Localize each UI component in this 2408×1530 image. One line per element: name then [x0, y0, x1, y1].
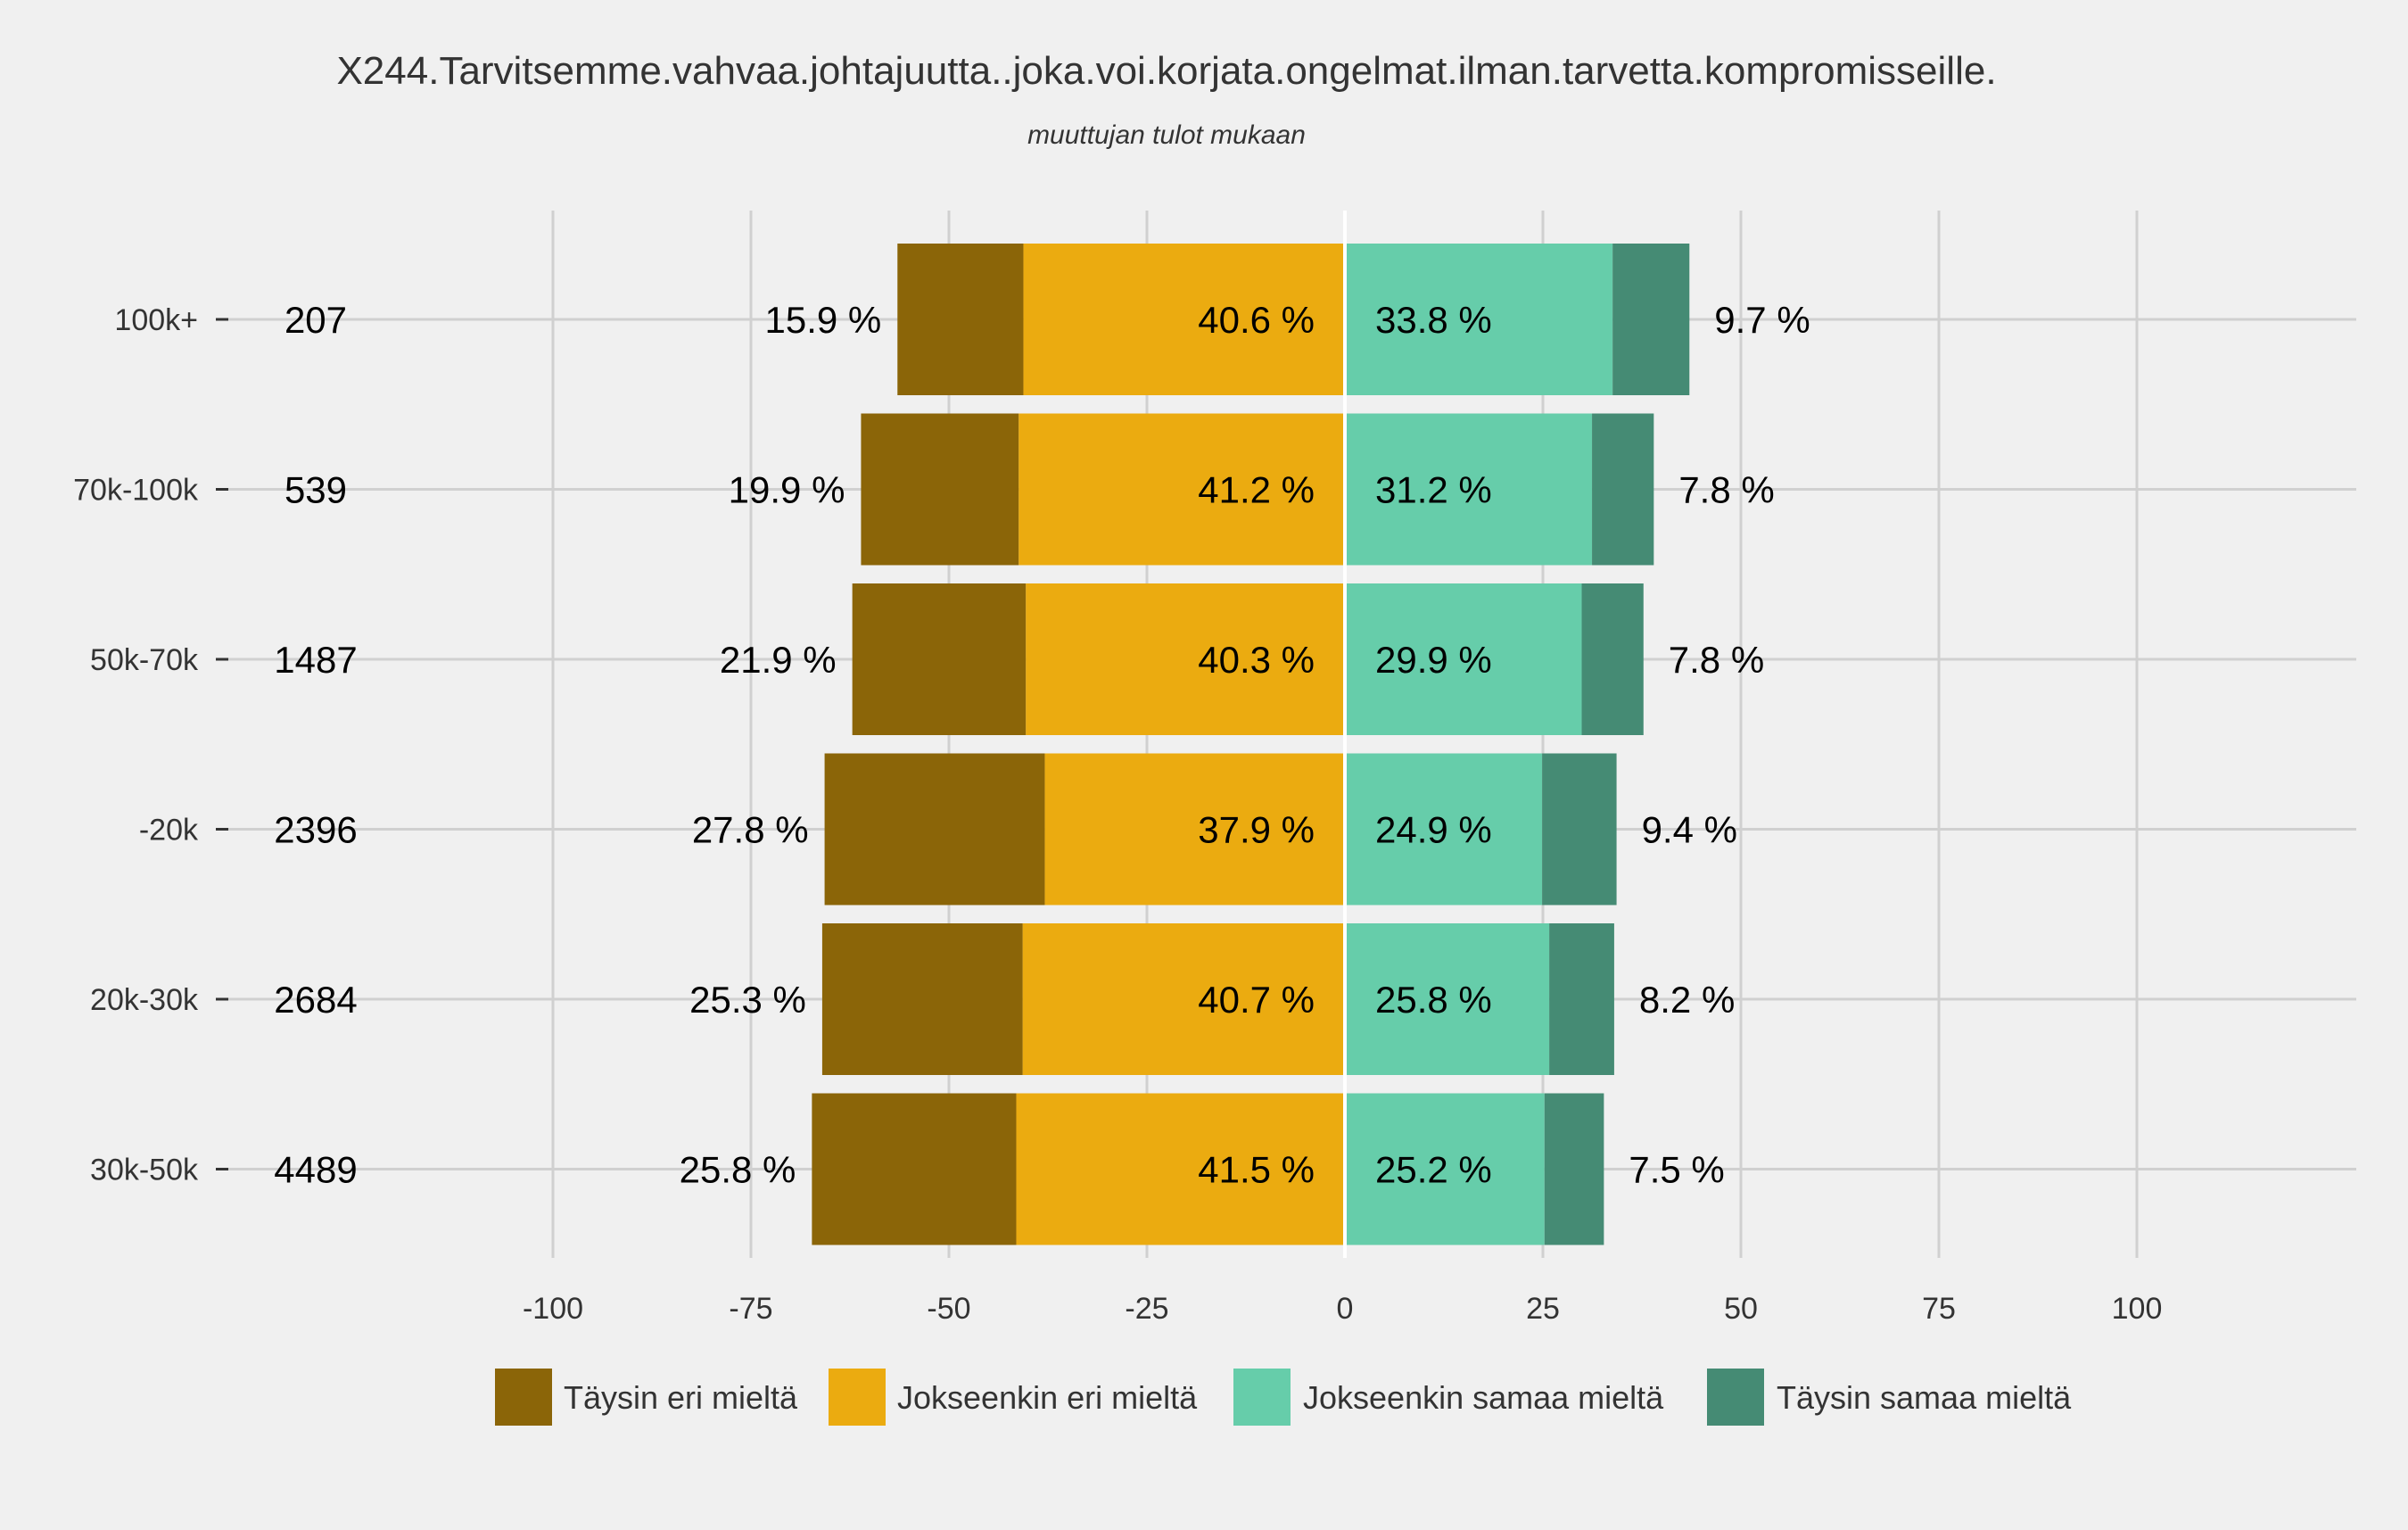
legend-label: Jokseenkin samaa mieltä	[1303, 1379, 1664, 1416]
bar-segment	[1612, 244, 1690, 395]
bar-segment	[897, 244, 1024, 395]
category-label: 70k-100k	[73, 474, 199, 508]
bar-segment	[1022, 923, 1345, 1075]
bar-segment	[824, 753, 1045, 906]
data-label: 7.8 %	[1678, 469, 1774, 511]
data-label: 31.2 %	[1375, 469, 1492, 511]
data-label: 40.7 %	[1198, 979, 1315, 1021]
legend-label: Jokseenkin eri mieltä	[897, 1379, 1198, 1416]
data-label: 40.6 %	[1198, 299, 1315, 341]
category-label: 50k-70k	[90, 643, 199, 677]
bar-segment	[1345, 1093, 1545, 1245]
data-label: 25.8 %	[1375, 979, 1492, 1021]
x-tick-label: -100	[523, 1292, 583, 1326]
data-label: 41.5 %	[1198, 1149, 1315, 1191]
legend-swatch	[1233, 1369, 1291, 1426]
data-label: 25.3 %	[689, 979, 806, 1021]
count-label: 1487	[274, 639, 357, 681]
x-tick-label: -25	[1125, 1292, 1168, 1326]
legend: Täysin eri mieltä Jokseenkin eri mieltä Jo…	[495, 1369, 2072, 1426]
data-labels: 207 539 1487 2396 2684 4489 15.9 % 40.6 % 33.8 %…	[274, 299, 1810, 1191]
bar-segment	[861, 413, 1019, 566]
bar-segment	[1345, 413, 1593, 566]
category-label: 100k+	[114, 303, 198, 337]
count-label: 207	[285, 299, 347, 341]
bar-segment	[1549, 923, 1614, 1075]
data-label: 29.9 %	[1375, 639, 1492, 681]
count-label: 2396	[274, 809, 357, 851]
count-label: 2684	[274, 979, 357, 1021]
legend-swatch	[495, 1369, 552, 1426]
legend-swatch	[1707, 1369, 1764, 1426]
data-label: 19.9 %	[729, 469, 845, 511]
data-label: 9.4 %	[1642, 809, 1737, 851]
data-label: 40.3 %	[1198, 639, 1315, 681]
legend-label: Täysin eri mieltä	[564, 1379, 798, 1416]
data-label: 15.9 %	[765, 299, 882, 341]
bar-segment	[1544, 1093, 1604, 1245]
data-label: 24.9 %	[1375, 809, 1492, 851]
count-label: 539	[285, 469, 347, 511]
bar-segment	[1581, 583, 1644, 735]
legend-label: Täysin samaa mieltä	[1777, 1379, 2072, 1416]
bar-segment	[821, 923, 1023, 1075]
category-label: -20k	[139, 814, 199, 848]
x-tick-label: -75	[729, 1292, 772, 1326]
count-label: 4489	[274, 1149, 357, 1191]
data-label: 7.8 %	[1669, 639, 1764, 681]
axes: -100 -75 -50 -25 0 25 50 75 100 100k+ 70k-100k 50k-…	[73, 303, 2162, 1326]
bar-segment	[1016, 1093, 1345, 1245]
bar-segment	[1345, 583, 1582, 735]
legend-swatch	[829, 1369, 886, 1426]
bar-segment	[1592, 413, 1654, 566]
data-label: 37.9 %	[1198, 809, 1315, 851]
bar-segment	[1018, 413, 1345, 566]
x-tick-label: 100	[2112, 1292, 2163, 1326]
data-label: 9.7 %	[1714, 299, 1810, 341]
bar-segment	[1044, 753, 1345, 906]
category-label: 20k-30k	[90, 983, 199, 1017]
data-label: 8.2 %	[1639, 979, 1735, 1021]
data-label: 25.2 %	[1375, 1149, 1492, 1191]
bar-stacks	[812, 244, 1690, 1245]
bar-segment	[812, 1093, 1017, 1245]
bar-segment	[1345, 753, 1543, 906]
bar-segment	[1026, 583, 1345, 735]
x-tick-label: 50	[1724, 1292, 1758, 1326]
category-label: 30k-50k	[90, 1154, 199, 1187]
chart-title: X244.Tarvitsemme.vahvaa.johtajuutta..jok…	[336, 49, 1996, 93]
bar-segment	[1023, 244, 1345, 395]
data-label: 27.8 %	[692, 809, 809, 851]
data-label: 21.9 %	[720, 639, 837, 681]
x-tick-label: -50	[927, 1292, 970, 1326]
bar-segment	[1345, 244, 1613, 395]
data-label: 33.8 %	[1375, 299, 1492, 341]
x-tick-label: 75	[1922, 1292, 1956, 1326]
bar-segment	[1345, 923, 1550, 1075]
data-label: 7.5 %	[1629, 1149, 1724, 1191]
x-tick-label: 0	[1337, 1292, 1354, 1326]
chart-subtitle: muuttujan tulot mukaan	[1027, 120, 1306, 150]
data-label: 41.2 %	[1198, 469, 1315, 511]
bar-segment	[852, 583, 1027, 735]
data-label: 25.8 %	[680, 1149, 796, 1191]
bar-segment	[1542, 753, 1617, 906]
x-tick-label: 25	[1526, 1292, 1560, 1326]
